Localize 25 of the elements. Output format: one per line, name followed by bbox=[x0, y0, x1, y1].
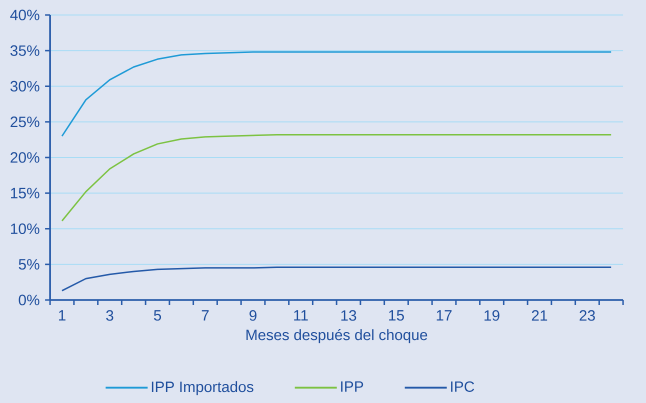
legend-label: IPP bbox=[341, 381, 364, 392]
y-tick-label: 40% bbox=[10, 10, 40, 20]
y-tick-label: 0% bbox=[18, 294, 40, 306]
y-tick-label: 35% bbox=[10, 45, 40, 56]
y-tick-label: 5% bbox=[18, 259, 40, 270]
x-tick-label: 3 bbox=[106, 310, 114, 321]
x-tick-label: 23 bbox=[580, 310, 595, 321]
x-tick-label: 9 bbox=[250, 310, 256, 321]
legend-label: IPP Importados bbox=[152, 381, 254, 396]
x-tick-label: 5 bbox=[154, 310, 162, 321]
x-tick-label: 21 bbox=[532, 310, 548, 321]
x-tick-label: 17 bbox=[436, 310, 452, 321]
legend-label: IPC bbox=[451, 381, 474, 392]
x-tick-label: 19 bbox=[484, 310, 500, 321]
y-tick-label: 20% bbox=[10, 152, 40, 163]
y-tick-label: 30% bbox=[10, 80, 40, 92]
y-tick-label: 25% bbox=[10, 116, 40, 128]
x-axis-title: Meses después del choque bbox=[246, 329, 428, 344]
x-tick-label: 15 bbox=[389, 310, 404, 321]
x-tick-label: 13 bbox=[341, 310, 356, 321]
y-tick-label: 10% bbox=[10, 223, 40, 234]
x-tick-label: 7 bbox=[202, 310, 209, 321]
x-tick-label: 1 bbox=[58, 310, 66, 321]
y-tick-label: 15% bbox=[10, 188, 40, 198]
x-tick-label: 11 bbox=[294, 310, 308, 321]
